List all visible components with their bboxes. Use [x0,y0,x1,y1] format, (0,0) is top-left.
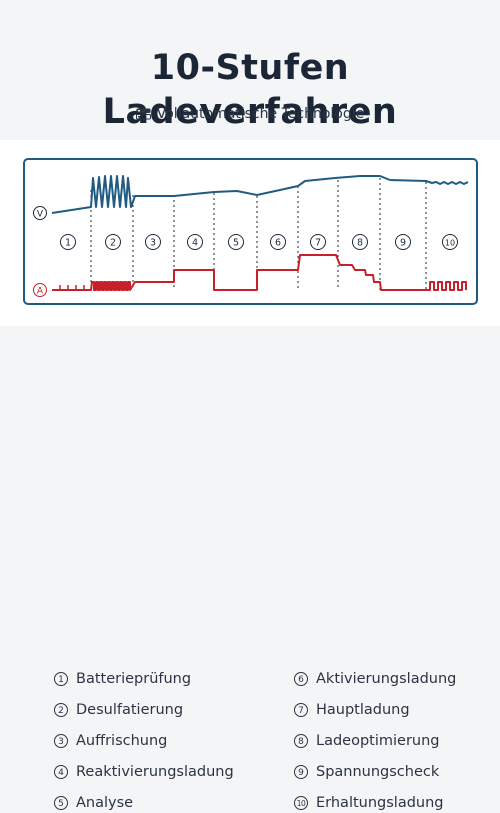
voltage-curve [51,175,469,214]
stage-number-label: 6 [275,238,281,249]
stage-number-label: 8 [357,238,363,249]
current-curve [52,254,467,291]
stage-number-6: 6 [270,234,286,250]
legend-item-2: 2 Desulfatierung [54,700,183,720]
stage-number-10: 10 [442,234,458,250]
legend-item-1: 1 Batterieprüfung [54,669,191,689]
legend-label: Reaktivierungsladung [76,764,234,780]
legend-number: 6 [294,672,308,686]
legend-label: Spannungscheck [316,764,440,780]
legend-number: 5 [54,796,68,810]
header: 10-Stufen Ladeverfahren Vollautomatische… [0,0,500,140]
stage-number-label: 5 [233,238,239,249]
legend-number: 10 [294,796,308,810]
voltage-label: V [37,210,44,220]
legend-item-3: 3 Auffrischung [54,731,167,751]
legend-label: Hauptladung [316,702,410,718]
legend-label: Desulfatierung [76,702,184,718]
legend-item-9: 9 Spannungscheck [294,762,439,782]
legend-number: 3 [54,734,68,748]
stage-number-5: 5 [228,234,244,250]
battery-stack-icon [135,107,151,125]
legend-label: Batterieprüfung [76,671,192,687]
current-test-pulses [59,285,85,290]
stage-number-1: 1 [60,234,76,250]
legend-item-6: 6 Aktivierungsladung [294,669,456,689]
legend-label: Erhaltungsladung [316,795,444,811]
diagram-frame [23,158,478,305]
stage-numbers: 1 2 3 4 5 6 7 8 9 10 [60,234,458,250]
legend-item-7: 7 Hauptladung [294,700,410,720]
stage-number-9: 9 [395,234,411,250]
legend-item-5: 5 Analyse [54,793,133,813]
legend-label: Analyse [76,795,134,811]
stage-number-label: 4 [192,238,198,249]
subtitle: Vollautomatische Technologie [0,105,500,125]
stage-number-label: 2 [110,238,116,249]
legend-label: Auffrischung [76,733,168,749]
legend-number: 7 [294,703,308,717]
page-title: 10-Stufen Ladeverfahren [102,48,398,132]
stage-number-8: 8 [352,234,368,250]
stage-number-4: 4 [187,234,203,250]
voltage-axis-marker: V [33,206,47,220]
legend-item-8: 8 Ladeoptimierung [294,731,440,751]
legend-item-10: 10 Erhaltungsladung [294,793,444,813]
stage-number-2: 2 [105,234,121,250]
stage-number-3: 3 [145,234,161,250]
current-label: A [37,287,44,297]
stage-number-label: 7 [315,238,321,249]
legend-item-4: 4 Reaktivierungsladung [54,762,234,782]
charging-diagram: V A 1 2 3 4 5 6 7 8 9 10 [0,140,500,326]
legend-number: 2 [54,703,68,717]
legend-label: Aktivierungsladung [316,671,457,687]
legend-number: 8 [294,734,308,748]
stage-number-label: 9 [400,238,406,249]
legend: 1 Batterieprüfung 2 Desulfatierung 3 Auffri… [0,326,500,811]
stage-number-label: 1 [65,238,71,249]
legend-label: Ladeoptimierung [316,733,440,749]
legend-number: 9 [294,765,308,779]
legend-number: 1 [54,672,68,686]
stage-number-label: 10 [445,239,455,248]
subtitle-text: Vollautomatische Technologie [156,106,365,122]
stage-number-label: 3 [150,238,156,249]
legend-number: 4 [54,765,68,779]
current-axis-marker: A [33,283,47,297]
stage-separators [90,178,427,290]
charging-curve-diagram: V A 1 2 3 4 5 6 7 8 9 10 [23,158,478,305]
stage-number-7: 7 [310,234,326,250]
